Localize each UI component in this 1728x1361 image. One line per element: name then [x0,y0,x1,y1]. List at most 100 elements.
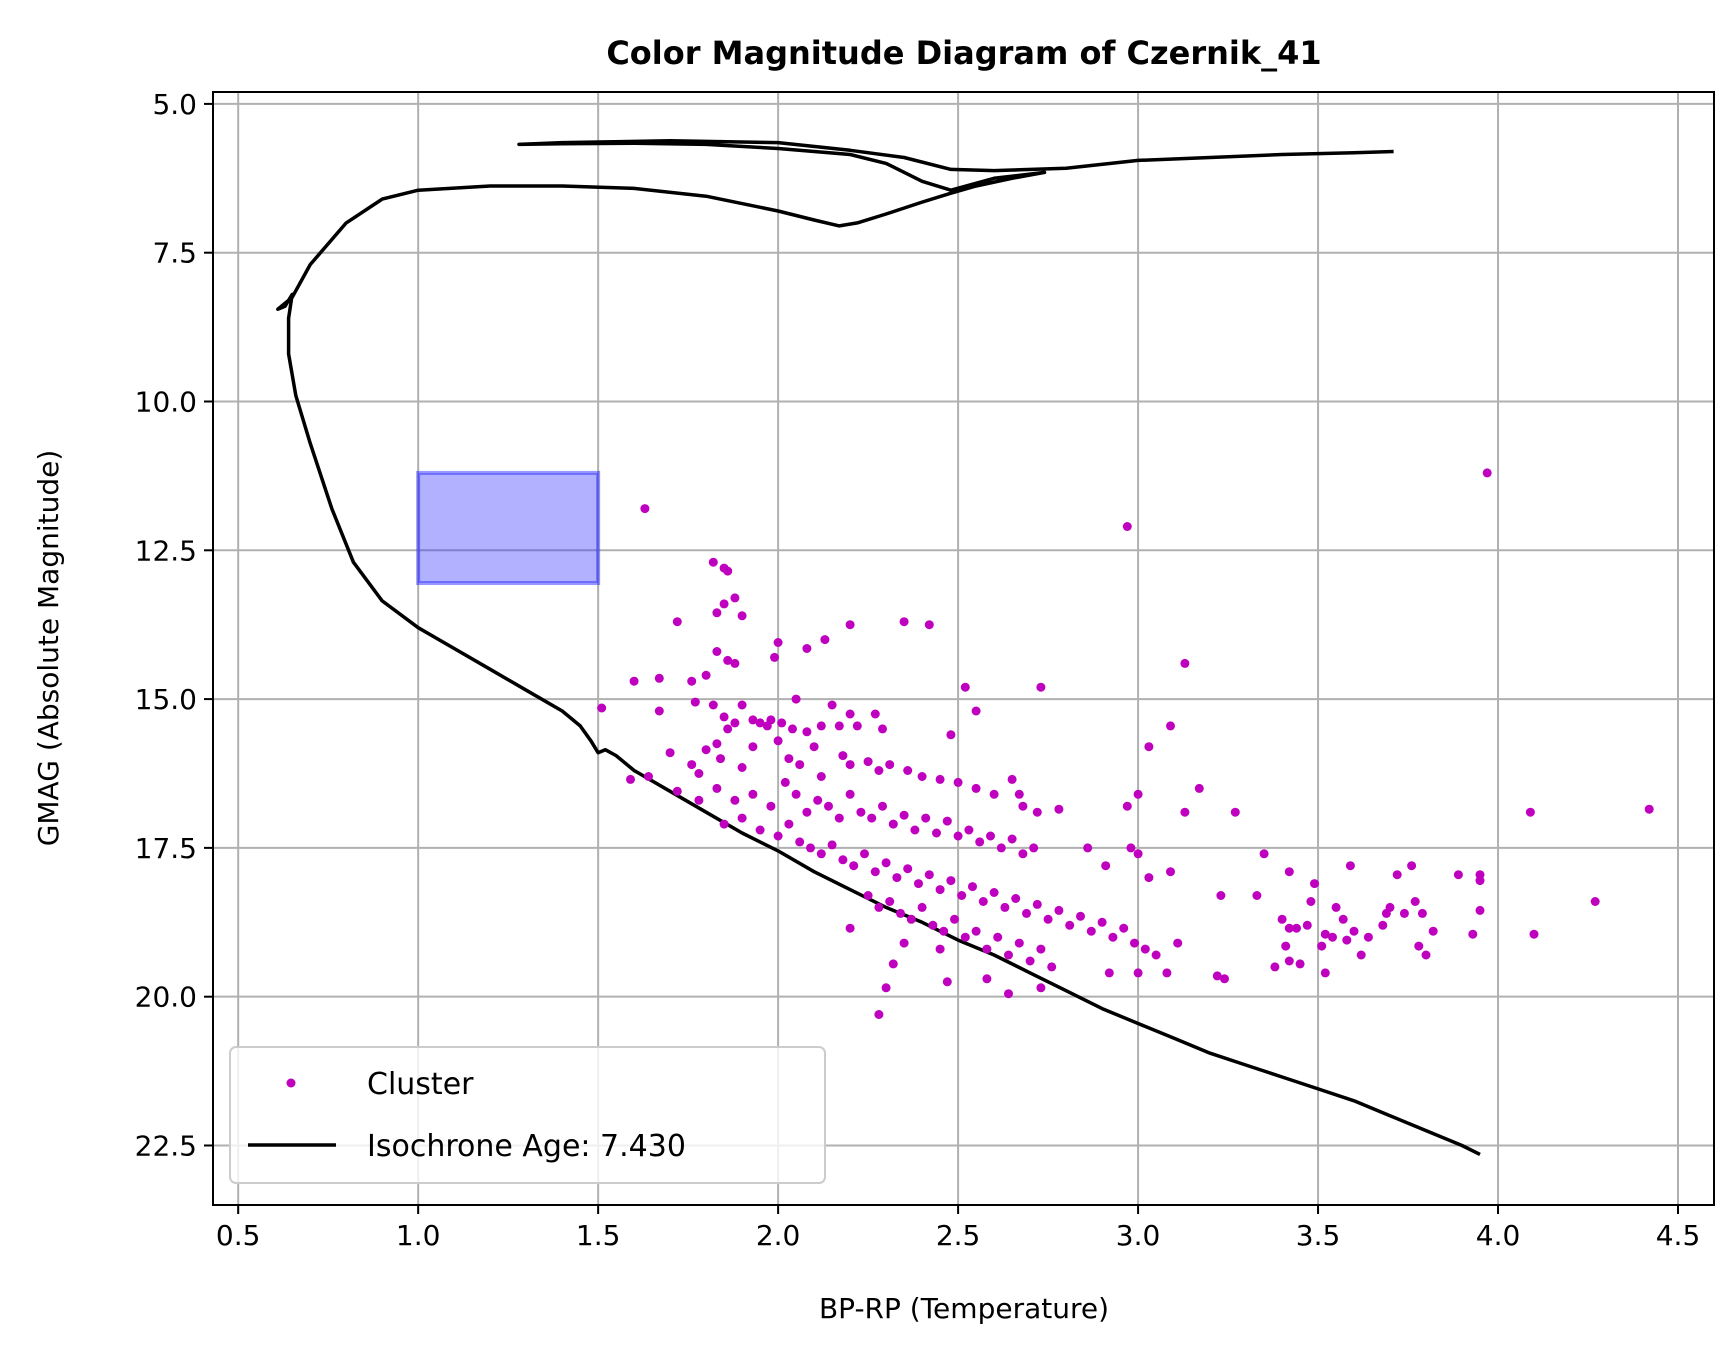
cluster-point [1126,843,1136,853]
cluster-point [845,709,855,719]
y-tick-label: 20.0 [135,981,197,1014]
cluster-point [1302,920,1312,930]
cluster-point [708,700,718,710]
cluster-point [1000,902,1010,912]
cluster-point [1036,944,1046,954]
cluster-point [712,647,722,656]
cluster-point [737,700,747,710]
cluster-point [1284,867,1294,877]
cluster-point [1292,923,1301,933]
cluster-point [870,867,880,877]
cluster-point [1328,932,1337,942]
cluster-point [1032,807,1042,817]
x-tick-label: 3.5 [1296,1219,1341,1252]
cluster-point [1047,962,1057,972]
x-ticks: 0.5 1.0 1.5 2.0 2.5 3.0 3.5 4.0 4.5 [216,1205,1700,1252]
legend-label-cluster: Cluster [367,1067,474,1102]
cluster-point [1194,783,1204,793]
cluster-point [863,891,873,900]
cluster-point [874,766,884,775]
y-tick-label: 7.5 [152,237,197,270]
cluster-point [773,638,783,647]
cluster-points [597,468,1654,1019]
cluster-point [910,825,920,835]
cluster-point [942,977,952,987]
cluster-point [1277,914,1287,924]
cluster-point [719,819,729,829]
cluster-point [1252,891,1262,900]
cluster-point [903,864,913,874]
cluster-point [640,504,650,514]
cluster-point [996,843,1006,853]
cluster-point [1399,908,1409,918]
cluster-point [935,885,945,895]
cluster-point [957,891,967,900]
cluster-point [946,876,956,886]
cluster-point [723,724,733,734]
cluster-point [917,772,927,781]
cluster-point [1007,774,1017,784]
cluster-point [935,944,945,954]
cluster-point [755,825,765,835]
cluster-point [1151,950,1161,960]
cluster-point [795,837,805,847]
cluster-point [971,783,981,793]
cluster-point [932,828,941,838]
cluster-point [885,897,895,906]
cluster-point [748,789,758,799]
cluster-point [1180,807,1190,817]
cluster-point [863,757,873,767]
cluster-point [845,789,855,799]
x-tick-label: 3.0 [1116,1219,1161,1252]
cluster-point [1216,891,1226,900]
cluster-point [802,807,812,817]
cluster-point [1144,873,1154,883]
cluster-point [953,831,963,841]
cluster-point [791,789,801,799]
cluster-point [802,727,812,737]
cluster-point [1022,908,1031,918]
y-tick-label: 22.5 [135,1129,197,1162]
cluster-point [845,923,855,933]
cluster-point [1043,914,1053,924]
cluster-point [1144,742,1154,752]
cluster-point [730,658,740,668]
cluster-point [1004,950,1013,960]
cluster-point [834,813,844,823]
cluster-point [838,751,848,761]
cluster-point [730,795,740,805]
cluster-point [748,715,758,725]
cluster-point [784,754,794,764]
cluster-point [1468,929,1478,939]
cluster-point [921,813,931,823]
cluster-point [813,795,823,805]
cluster-point [1133,789,1143,799]
cluster-point [1166,721,1175,731]
cluster-point [737,813,747,823]
cluster-point [654,673,664,683]
y-tick-label: 17.5 [135,832,197,865]
cluster-point [968,882,977,892]
cluster-point [1122,801,1132,811]
cluster-point [1284,956,1294,966]
cluster-point [982,974,992,984]
x-tick-label: 2.5 [936,1219,981,1252]
cluster-point [888,819,898,829]
cluster-point [993,932,1003,942]
cluster-point [975,837,985,847]
cluster-point [1482,468,1492,478]
cluster-point [806,843,815,853]
cluster-point [1076,911,1085,921]
cluster-point [971,926,981,936]
cluster-point [1338,914,1348,924]
x-tick-label: 1.5 [576,1219,621,1252]
cluster-point [856,807,866,817]
cluster-point [1054,804,1064,814]
cluster-point [899,617,909,627]
cluster-point [906,914,916,924]
cluster-point [730,593,740,603]
cluster-point [654,706,664,716]
cluster-point [892,873,902,883]
cluster-point [795,760,805,770]
cluster-point [766,801,776,811]
